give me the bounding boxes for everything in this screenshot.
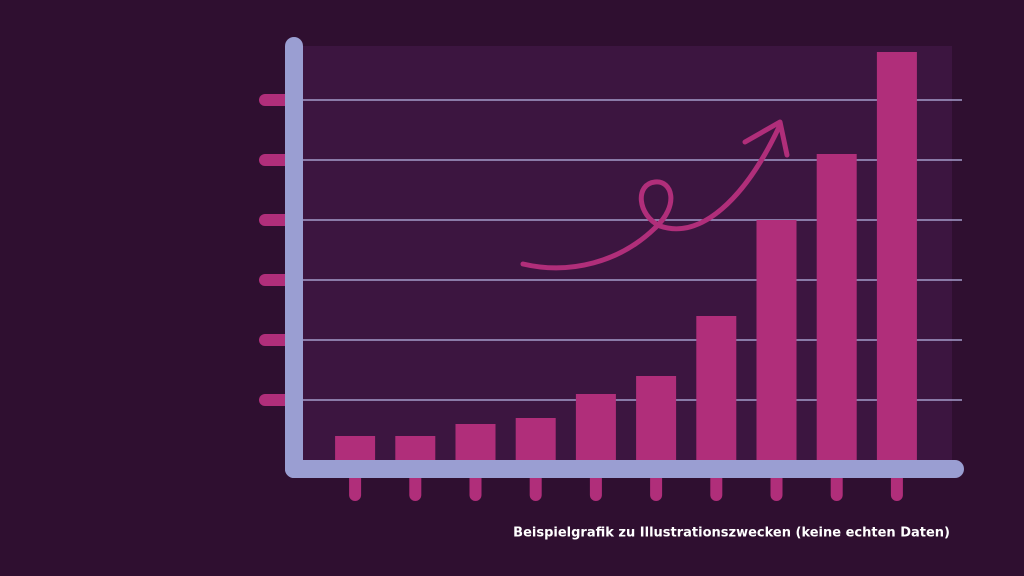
bar: [395, 436, 436, 460]
caption: Beispielgrafik zu Illustrationszwecken (…: [513, 526, 950, 541]
bar: [575, 394, 616, 460]
bar: [696, 316, 737, 460]
bar: [756, 220, 797, 460]
trend-arrow: [520, 122, 783, 271]
bar: [816, 154, 857, 460]
bar: [455, 424, 496, 460]
bars: [335, 52, 917, 460]
bar: [515, 418, 556, 460]
arrow-head: [742, 119, 790, 158]
bar: [636, 376, 677, 460]
bar: [335, 436, 376, 460]
bar: [876, 52, 917, 460]
